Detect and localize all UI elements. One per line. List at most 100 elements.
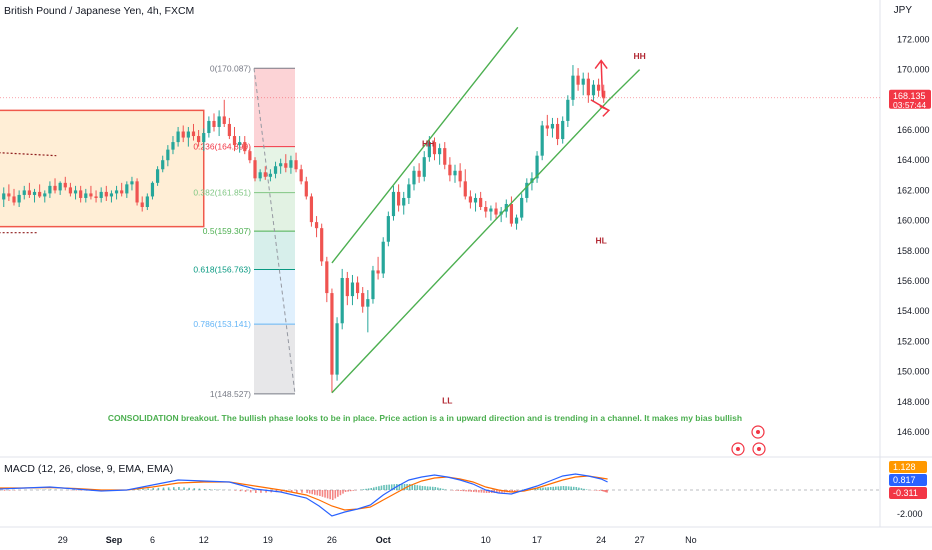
candle-body-75 (386, 216, 390, 242)
fib-label-0: 0(170.087) (210, 63, 251, 73)
candle-body-108 (555, 123, 560, 140)
candle-body-73 (376, 270, 380, 274)
candle-body-6 (32, 191, 37, 195)
macd-hist-bar (342, 490, 344, 494)
macd-hist-bar (596, 490, 598, 491)
macd-hist-bar (485, 490, 488, 493)
macd-hist-bar (203, 489, 206, 490)
time-tick-Oct: Oct (376, 535, 391, 545)
fib-zone-2 (254, 192, 295, 232)
macd-hist-bar (255, 490, 257, 493)
candle-body-62 (320, 228, 324, 262)
macd-hist-bar (408, 484, 411, 490)
fib-label-0.382: 0.382(161.851) (193, 188, 251, 198)
macd-hist-bar (534, 488, 537, 490)
candle-body-38 (197, 136, 201, 143)
macd-hist-bar (583, 488, 585, 490)
macd-hist-bar (496, 490, 498, 493)
macd-line-badge (889, 474, 927, 486)
macd-hist-bar (244, 490, 247, 492)
candle-body-111 (571, 75, 575, 100)
candle-body-0 (2, 193, 6, 200)
projection-arrow-head-2 (599, 105, 611, 117)
candle-body-47 (243, 142, 247, 152)
macd-hist-bar (602, 490, 605, 492)
candle-body-116 (596, 84, 601, 91)
macd-hist-bar (349, 490, 352, 492)
macd-hist-bar (511, 490, 514, 492)
macd-hist-bar (172, 487, 175, 490)
price-tick-166.000: 166.000 (897, 125, 930, 135)
macd-hist-bar (478, 490, 480, 493)
candle-body-95 (489, 208, 493, 212)
macd-hist-bar (152, 488, 155, 490)
macd-hist-bar (555, 486, 557, 490)
macd-hist-bar (326, 490, 329, 499)
macd-hist-bar (239, 490, 242, 492)
price-tick-154.000: 154.000 (897, 306, 930, 316)
time-tick-27: 27 (635, 535, 645, 545)
candle-body-16 (84, 193, 88, 198)
candle-body-42 (217, 116, 221, 127)
macd-hist-bar (183, 487, 185, 490)
candle-body-82 (422, 157, 426, 177)
macd-hist-bar (455, 490, 457, 491)
fib-label-0.786: 0.786(153.141) (193, 319, 251, 329)
candle-body-58 (299, 169, 303, 182)
candle-body-117 (602, 90, 606, 99)
candle-body-93 (479, 197, 483, 208)
candle-body-14 (73, 190, 78, 194)
candle-body-92 (473, 197, 478, 203)
fib-label-1: 1(148.527) (210, 389, 251, 399)
macd-hist-bar (431, 486, 434, 490)
macd-hist-bar (578, 487, 580, 490)
macd-hist-bar (378, 486, 380, 490)
candle-body-35 (181, 131, 185, 138)
candle-body-40 (207, 120, 211, 134)
macd-hist-bar (460, 490, 462, 491)
candle-body-110 (566, 99, 570, 121)
candle-body-74 (381, 241, 385, 274)
macd-hist-bar (388, 484, 390, 490)
macd-hist-bar (572, 486, 575, 490)
swing-label-2: HL (595, 235, 606, 245)
macd-hist-bar (557, 486, 560, 490)
macd-hist-bar (419, 485, 421, 490)
price-tick-164.000: 164.000 (897, 155, 930, 165)
macd-hist-bar (429, 486, 431, 490)
macd-axis-tick: -2.000 (897, 509, 923, 519)
candle-body-30 (155, 169, 160, 183)
macd-hist-bar (411, 484, 414, 490)
candle-body-39 (202, 133, 206, 143)
macd-hist-bar (375, 486, 378, 490)
macd-hist-bar (311, 490, 314, 495)
time-tick-10: 10 (481, 535, 491, 545)
time-tick-19: 19 (263, 535, 273, 545)
candle-body-105 (540, 125, 544, 156)
candle-body-72 (371, 270, 375, 300)
candle-body-100 (514, 217, 519, 224)
macd-hist-bar (549, 487, 552, 490)
dotted-line-0 (0, 152, 57, 157)
macd-hist-bar (516, 490, 519, 491)
event-marker-dot-2 (756, 430, 760, 434)
candle-body-64 (330, 293, 334, 375)
macd-hist-bar (301, 490, 303, 493)
candle-body-77 (397, 191, 401, 206)
macd-hist-bar (208, 489, 211, 490)
currency-label: JPY (893, 5, 912, 16)
macd-hist-bar (296, 490, 298, 493)
candle-body-60 (309, 196, 314, 223)
macd-hist-bar (442, 488, 444, 490)
macd-hist-bar (372, 487, 375, 490)
candle-body-78 (402, 197, 406, 206)
macd-hist-bar (480, 490, 483, 493)
candle-body-107 (550, 123, 555, 129)
candle-body-57 (294, 160, 298, 170)
price-tick-162.000: 162.000 (897, 185, 930, 195)
fib-zone-3 (254, 231, 295, 270)
candle-body-115 (591, 84, 596, 96)
macd-hist-bar (137, 489, 139, 490)
